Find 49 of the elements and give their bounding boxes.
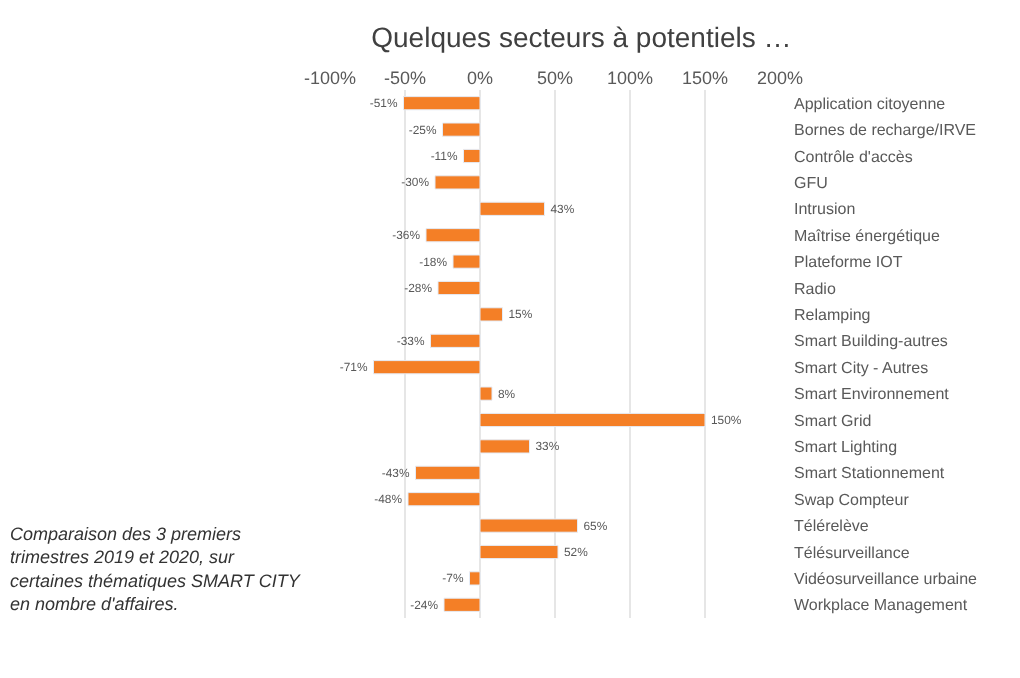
bar <box>437 280 481 296</box>
bar <box>430 333 481 348</box>
bar <box>443 597 481 612</box>
y-tick-label: Smart Environnement <box>794 385 951 404</box>
x-tick-label: 200% <box>756 68 804 89</box>
y-tick-label: Plateforme IOT <box>794 253 903 272</box>
bar <box>425 228 481 243</box>
bar <box>479 544 559 560</box>
y-tick-label: Smart Lighting <box>794 438 898 456</box>
y-tick-label: Smart Stationnement <box>794 464 946 483</box>
y-tick-label: GFU <box>794 174 829 192</box>
y-tick-label: Vidéosurveillance urbaine <box>794 570 979 588</box>
bar <box>479 307 503 322</box>
chart-title: Quelques secteurs à potentiels … <box>371 20 792 53</box>
bar <box>479 412 706 428</box>
x-tick-label: 100% <box>606 68 654 89</box>
bar <box>479 386 493 401</box>
y-tick-label: Swap Compteur <box>794 490 910 509</box>
y-tick-label: Smart City - Autres <box>794 358 929 377</box>
x-tick-label: 0% <box>466 68 494 89</box>
bar <box>415 465 481 480</box>
y-tick-label: Intrusion <box>794 200 856 219</box>
bar <box>373 360 481 375</box>
y-tick-label: Bornes de recharge/IRVE <box>794 121 977 140</box>
bar <box>463 148 481 164</box>
x-tick-label: -50% <box>383 68 427 89</box>
bar <box>403 96 481 111</box>
y-tick-label: Workplace Management <box>794 596 969 615</box>
y-tick-label: Smart Building-autres <box>794 332 948 351</box>
y-tick-label: Contrôle d'accès <box>794 147 913 166</box>
bar <box>479 518 578 533</box>
y-tick-label: Application citoyenne <box>794 94 947 113</box>
x-tick-label: -100% <box>303 68 357 89</box>
bar <box>407 492 481 507</box>
y-tick-label: Télésurveillance <box>794 543 911 562</box>
text: Comparaison des 3 premiers trimestres 2019 et 2020, sur certaines thématiques SMART CITY en nombre d'affaires. <box>10 524 302 615</box>
y-tick-label: Smart Grid <box>794 411 872 430</box>
y-tick-label: Relamping <box>794 306 871 324</box>
bar <box>479 439 530 454</box>
bar <box>434 175 481 190</box>
bar <box>479 201 545 216</box>
y-tick-label: Radio <box>794 279 837 298</box>
y-tick-label: Maîtrise énergétique <box>794 226 941 245</box>
y-tick-label: Télérelève <box>794 517 870 536</box>
x-tick-label: 50% <box>536 68 574 89</box>
bar <box>442 122 481 137</box>
x-tick-label: 150% <box>681 68 729 89</box>
bar <box>469 571 481 586</box>
bar <box>452 254 481 269</box>
